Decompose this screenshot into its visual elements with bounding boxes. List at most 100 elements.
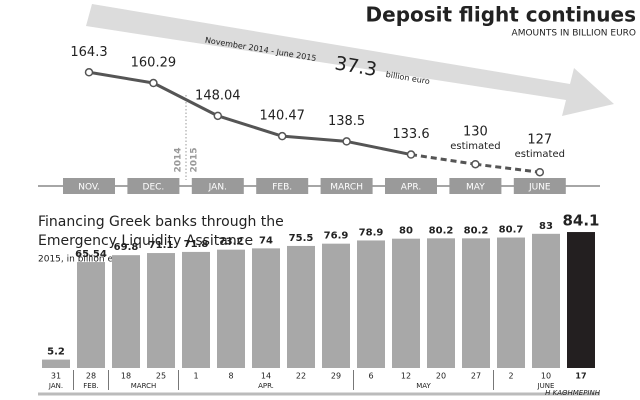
- source: Η ΚΑΘΗΜΕΡΙΝΗ: [545, 389, 601, 397]
- value-label: 140.47: [259, 109, 305, 124]
- value-label: 78.9: [359, 227, 384, 238]
- value-label: 80.7: [499, 225, 524, 236]
- bar: [462, 238, 490, 368]
- x-tick-label: 28: [86, 372, 96, 381]
- x-tick-label: 20: [436, 372, 446, 381]
- bar: [77, 262, 105, 368]
- trend-arrow: [86, 4, 614, 116]
- month-box: [256, 178, 309, 194]
- x-tick-label: 2: [508, 372, 513, 381]
- value-label: 76.9: [324, 231, 349, 242]
- value-label: 75.5: [289, 233, 314, 244]
- value-note: estimated: [515, 149, 565, 160]
- value-label: 80: [399, 226, 413, 237]
- x-tick-label: NOV.: [78, 183, 100, 193]
- bar: [497, 237, 525, 368]
- bar: [322, 243, 350, 368]
- x-tick-label: JUNE: [528, 183, 551, 193]
- value-label: 138.5: [328, 114, 365, 129]
- value-label: 148.04: [195, 88, 241, 103]
- x-tick-label: 6: [368, 372, 373, 381]
- bar: [112, 255, 140, 368]
- x-tick-label: 10: [541, 372, 551, 381]
- x-tick-label: 29: [331, 372, 341, 381]
- month-box: [320, 178, 373, 194]
- month-box: [449, 178, 502, 194]
- month-label: APR.: [258, 382, 274, 390]
- value-label: 127: [527, 133, 552, 148]
- x-tick-label: 18: [121, 372, 131, 381]
- month-box: [385, 178, 437, 194]
- value-label: 71.1: [149, 240, 174, 251]
- bar-title: Emergency Liquidity Assitance: [38, 233, 253, 249]
- line-segment: [152, 81, 219, 118]
- value-note: estimated: [450, 141, 500, 152]
- month-label: JUNE: [537, 382, 555, 390]
- bar: [567, 232, 595, 368]
- value-label: 80.2: [464, 225, 489, 236]
- month-label: JAN.: [48, 382, 63, 390]
- x-tick-label: 14: [261, 372, 271, 381]
- value-label: 160.29: [131, 56, 177, 71]
- bar: [217, 249, 245, 368]
- month-label: MAY: [416, 382, 431, 390]
- bar: [427, 238, 455, 368]
- line-segment: [346, 139, 412, 157]
- bar: [147, 253, 175, 368]
- point: [406, 150, 416, 159]
- month-label: FEB.: [83, 382, 98, 390]
- point: [84, 68, 94, 77]
- bar-subtitle: 2015, in billion euro: [38, 255, 128, 265]
- bar: [287, 245, 315, 368]
- x-tick-label: APR.: [401, 183, 421, 193]
- value-label: 84.1: [562, 212, 599, 230]
- x-tick-label: 12: [401, 372, 411, 381]
- month-box: [63, 178, 115, 194]
- chart-subtitle: AMOUNTS IN BILLION EURO: [512, 29, 636, 39]
- month-label: MARCH: [131, 382, 157, 390]
- x-tick-label: MAY: [466, 183, 485, 193]
- line-segment: [475, 162, 540, 174]
- value-label: 130: [463, 125, 488, 140]
- chart-title: Deposit flight continues: [366, 3, 636, 27]
- point: [535, 167, 545, 177]
- x-tick-label: 25: [156, 372, 166, 381]
- value-label: 74: [259, 235, 273, 246]
- x-tick-label: 22: [296, 372, 306, 381]
- line-segment: [88, 70, 154, 85]
- month-box: [513, 178, 566, 194]
- month-box: [191, 178, 244, 194]
- bar-title: Financing Greek banks through the: [38, 214, 284, 230]
- year-label: 2015: [190, 147, 200, 172]
- point: [342, 137, 351, 146]
- bar: [182, 251, 210, 368]
- line-segment: [410, 153, 476, 166]
- value-label: 69.8: [114, 242, 139, 253]
- value-label: 73.2: [219, 237, 244, 248]
- x-tick-label: FEB.: [272, 183, 292, 193]
- x-tick-label: 8: [228, 372, 233, 381]
- month-box: [127, 178, 180, 194]
- value-label: 5.2: [47, 347, 65, 358]
- value-label: 83: [539, 221, 553, 232]
- x-tick-label: 27: [471, 372, 481, 381]
- bar: [42, 359, 70, 368]
- point: [471, 159, 480, 169]
- bar: [532, 233, 560, 368]
- value-label: 133.6: [392, 127, 429, 142]
- bar: [357, 240, 385, 368]
- point: [213, 111, 223, 121]
- x-tick-label: 17: [575, 372, 586, 381]
- bar: [392, 238, 420, 368]
- value-label: 164.3: [70, 45, 107, 60]
- value-label: 65.54: [75, 249, 107, 260]
- point: [149, 78, 158, 88]
- x-tick-label: JAN.: [208, 183, 227, 193]
- line-segment: [282, 134, 347, 143]
- x-tick-label: 1: [193, 372, 198, 381]
- x-tick-label: MARCH: [330, 183, 363, 193]
- bar: [252, 248, 280, 368]
- value-label: 71.8: [184, 239, 209, 250]
- line-segment: [217, 114, 283, 138]
